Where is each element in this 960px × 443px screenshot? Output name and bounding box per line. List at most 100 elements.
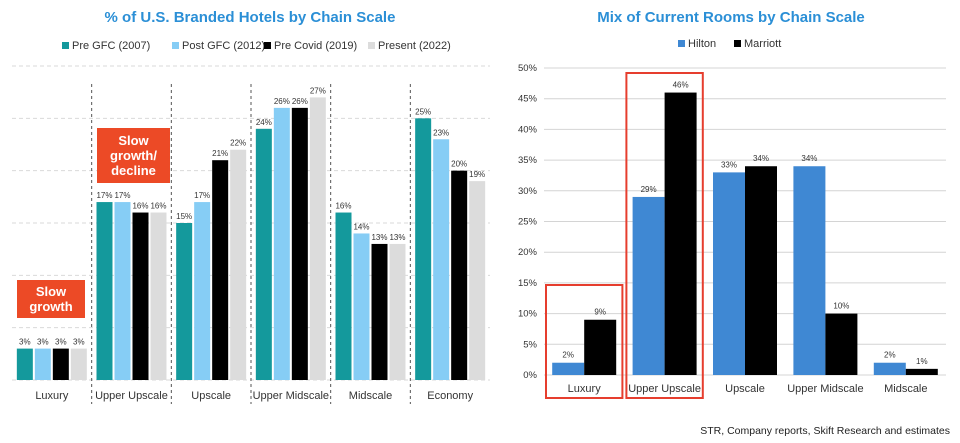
left-chart-category-labels: Luxury Upper Upscale Upscale Upper Midscale… [35, 390, 473, 402]
callout-box [17, 280, 85, 318]
bar [194, 202, 211, 380]
bar [150, 212, 167, 380]
data-label: 1% [916, 357, 928, 366]
data-label: 25% [415, 107, 431, 116]
bar [273, 107, 290, 380]
data-label: 2% [884, 351, 896, 360]
bar [16, 348, 33, 380]
data-label: 24% [256, 118, 272, 127]
bar [34, 348, 51, 380]
legend-label: Post GFC (2012) [182, 40, 265, 52]
legend-swatch [678, 40, 685, 47]
y-tick-label: 5% [523, 339, 537, 350]
bar [713, 172, 745, 375]
callout-text: Slow [36, 284, 67, 299]
bar [433, 139, 450, 380]
source-note: STR, Company reports, Skift Research and… [700, 425, 950, 437]
y-tick-label: 45% [518, 94, 538, 105]
bar [905, 368, 938, 375]
category-label: Upscale [725, 383, 765, 395]
callout-text: decline [111, 163, 156, 178]
data-label: 10% [833, 302, 849, 311]
bar [132, 212, 149, 380]
bar [469, 181, 486, 380]
legend-label: Pre Covid (2019) [274, 40, 357, 52]
callout-text: growth/ [110, 148, 157, 163]
right-chart-legend: Hilton Marriott [678, 38, 781, 50]
category-label: Economy [427, 390, 473, 402]
data-label: 29% [641, 185, 657, 194]
data-label: 22% [230, 139, 246, 148]
left-chart-title: % of U.S. Branded Hotels by Chain Scale [105, 9, 396, 26]
bar [70, 348, 87, 380]
data-label: 33% [721, 160, 737, 169]
bar [584, 319, 617, 375]
bar [371, 243, 388, 380]
y-tick-label: 30% [518, 186, 538, 197]
data-label: 3% [55, 338, 67, 347]
bar [52, 348, 69, 380]
legend-swatch [62, 42, 69, 49]
y-tick-label: 35% [518, 155, 538, 166]
bar [96, 202, 113, 380]
category-label: Luxury [568, 383, 602, 395]
left-chart: % of U.S. Branded Hotels by Chain Scale … [12, 9, 490, 404]
data-label: 16% [335, 202, 351, 211]
data-label: 16% [132, 202, 148, 211]
data-label: 27% [310, 86, 326, 95]
bar [825, 313, 858, 375]
data-label: 17% [114, 191, 130, 200]
bar [309, 97, 326, 381]
callout-box [97, 128, 170, 183]
bar [212, 160, 229, 380]
category-label: Upscale [191, 390, 231, 402]
data-label: 15% [176, 212, 192, 221]
bar [335, 212, 352, 380]
callout-text: Slow [118, 133, 149, 148]
legend-swatch [172, 42, 179, 49]
left-chart-category-separators [91, 84, 411, 404]
data-label: 16% [150, 202, 166, 211]
category-label: Upper Midscale [253, 390, 329, 402]
left-chart-legend: Pre GFC (2007) Post GFC (2012) Pre Covid (… [62, 40, 451, 52]
data-label: 9% [594, 308, 606, 317]
data-label: 26% [274, 97, 290, 106]
data-label: 34% [801, 154, 817, 163]
data-label: 34% [753, 154, 769, 163]
bar [415, 118, 432, 380]
bar [793, 166, 826, 375]
bar [745, 166, 777, 375]
data-label: 26% [292, 97, 308, 106]
bar [353, 233, 370, 380]
legend-label: Pre GFC (2007) [72, 40, 150, 52]
left-chart-bars: 3% 3% 3% 3%17% 17%16% 16%15%17%21%22%24%26% 26… [16, 86, 486, 381]
category-label: Midscale [349, 390, 392, 402]
data-label: 20% [451, 160, 467, 169]
right-chart-highlight-boxes [545, 72, 704, 399]
data-label: 46% [673, 81, 689, 90]
legend-swatch [368, 42, 375, 49]
right-chart: Mix of Current Rooms by Chain Scale Hilt… [518, 9, 946, 399]
legend-label: Marriott [744, 38, 781, 50]
right-chart-category-labels: Luxury Upper Upscale Upscale Upper Midscale… [568, 383, 928, 395]
category-label: Luxury [35, 390, 69, 402]
data-label: 2% [562, 351, 574, 360]
right-chart-bars: 2% 9% 29% 46% 33% 34% 34% 10% 2% 1% [552, 81, 938, 375]
data-label: 13% [371, 233, 387, 242]
bar [451, 170, 468, 380]
bar [664, 92, 697, 375]
data-label: 19% [469, 170, 485, 179]
y-tick-label: 50% [518, 63, 538, 74]
bar [176, 223, 193, 380]
data-label: 23% [433, 128, 449, 137]
bar [873, 362, 906, 375]
data-label: 13% [389, 233, 405, 242]
data-label: 17% [194, 191, 210, 200]
bar [632, 196, 665, 375]
legend-swatch [734, 40, 741, 47]
y-tick-label: 15% [518, 278, 538, 289]
highlight-box [625, 72, 704, 399]
bar [291, 107, 308, 380]
bar [389, 243, 406, 380]
